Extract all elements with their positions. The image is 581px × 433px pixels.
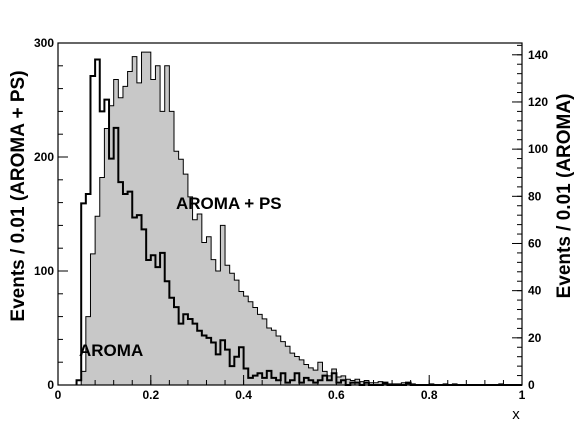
x-tick-label: 0.6 [328,388,345,402]
x-tick-label: 0.2 [142,388,159,402]
y-right-tick-label: 140 [528,48,548,62]
y-left-tick-label: 0 [47,378,54,392]
y-axis-title-left: Events / 0.01 (AROMA + PS) [8,70,29,321]
x-tick-label: 1 [519,388,526,402]
plot-frame [57,42,523,386]
x-tick-label: 0.8 [421,388,438,402]
x-tick-label: 0 [55,388,62,402]
aroma-ps-fill-layer [76,52,522,386]
y-left-tick-label: 100 [34,264,54,278]
y-right-tick-label: 100 [528,142,548,156]
y-left-tick-label: 200 [34,150,54,164]
y-right-tick-label: 60 [528,236,542,250]
annotation-aroma-ps: AROMA + PS [176,194,282,213]
x-axis-title: x [512,406,520,423]
y-right-tick-label: 40 [528,284,542,298]
y-right-tick-label: 20 [528,331,542,345]
x-tick-label: 0.4 [235,388,252,402]
y-left-tick-label: 300 [34,36,54,50]
axis-ticks: 0 0.2 0.4 0.6 0.8 101002003000204060801001201… [34,36,548,402]
y-right-tick-label: 120 [528,95,548,109]
y-right-tick-label: 80 [528,189,542,203]
y-axis-title-right: Events / 0.01 (AROMA) [554,94,575,299]
annotation-aroma: AROMA [79,341,143,360]
series-aroma-ps-fill [76,52,522,386]
y-right-tick-label: 0 [528,378,535,392]
